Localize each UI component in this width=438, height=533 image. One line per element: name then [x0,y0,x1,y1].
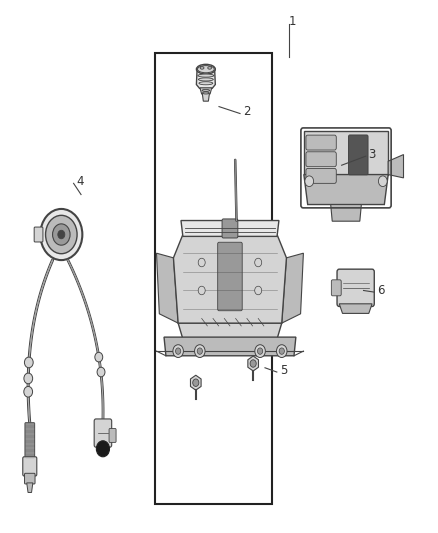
Text: 6: 6 [377,284,384,297]
FancyBboxPatch shape [306,152,336,167]
Polygon shape [202,93,209,101]
Polygon shape [27,483,33,492]
Polygon shape [181,221,279,237]
FancyBboxPatch shape [25,473,35,484]
Circle shape [197,348,202,354]
Circle shape [276,345,287,358]
FancyBboxPatch shape [94,419,112,447]
Circle shape [255,286,262,295]
Polygon shape [196,70,215,88]
Ellipse shape [199,82,213,85]
Circle shape [24,373,33,384]
Circle shape [96,441,110,457]
Polygon shape [164,337,296,356]
Ellipse shape [202,90,210,92]
Polygon shape [248,356,258,371]
Circle shape [193,379,199,386]
Polygon shape [178,323,282,339]
Circle shape [46,215,77,254]
Text: 3: 3 [368,148,375,161]
Ellipse shape [208,67,212,69]
FancyBboxPatch shape [109,429,116,442]
Ellipse shape [200,67,204,69]
Polygon shape [331,205,361,221]
Circle shape [250,360,256,367]
Circle shape [198,286,205,295]
Circle shape [378,176,387,187]
Polygon shape [304,174,388,205]
Circle shape [24,386,32,397]
FancyBboxPatch shape [306,168,336,183]
FancyBboxPatch shape [23,457,37,476]
Ellipse shape [198,74,214,77]
Circle shape [40,209,82,260]
Text: 2: 2 [243,106,251,118]
Text: 5: 5 [280,364,288,377]
Circle shape [58,230,65,239]
FancyBboxPatch shape [222,219,238,238]
Circle shape [305,176,314,187]
FancyBboxPatch shape [332,280,341,296]
Circle shape [194,345,205,358]
Circle shape [255,345,265,358]
Circle shape [258,348,263,354]
Polygon shape [339,304,372,313]
Polygon shape [304,131,388,174]
Polygon shape [191,375,201,390]
Ellipse shape [202,92,209,94]
Polygon shape [200,88,212,94]
FancyBboxPatch shape [218,242,242,311]
Circle shape [279,348,284,354]
Circle shape [198,258,205,266]
FancyBboxPatch shape [337,269,374,306]
Circle shape [176,348,181,354]
Circle shape [173,345,184,358]
Circle shape [95,352,103,362]
Circle shape [97,367,105,377]
Text: 1: 1 [289,15,297,28]
Polygon shape [156,253,178,323]
Circle shape [25,357,33,368]
Polygon shape [388,155,403,178]
Text: 4: 4 [77,175,84,188]
Polygon shape [282,253,304,323]
Circle shape [255,258,262,266]
Ellipse shape [198,78,213,81]
Ellipse shape [198,66,214,73]
FancyBboxPatch shape [25,423,35,459]
Bar [155,53,272,504]
Circle shape [53,224,70,245]
Ellipse shape [196,64,215,74]
FancyBboxPatch shape [306,135,336,150]
Polygon shape [173,235,286,323]
FancyBboxPatch shape [349,135,368,175]
FancyBboxPatch shape [34,227,43,242]
